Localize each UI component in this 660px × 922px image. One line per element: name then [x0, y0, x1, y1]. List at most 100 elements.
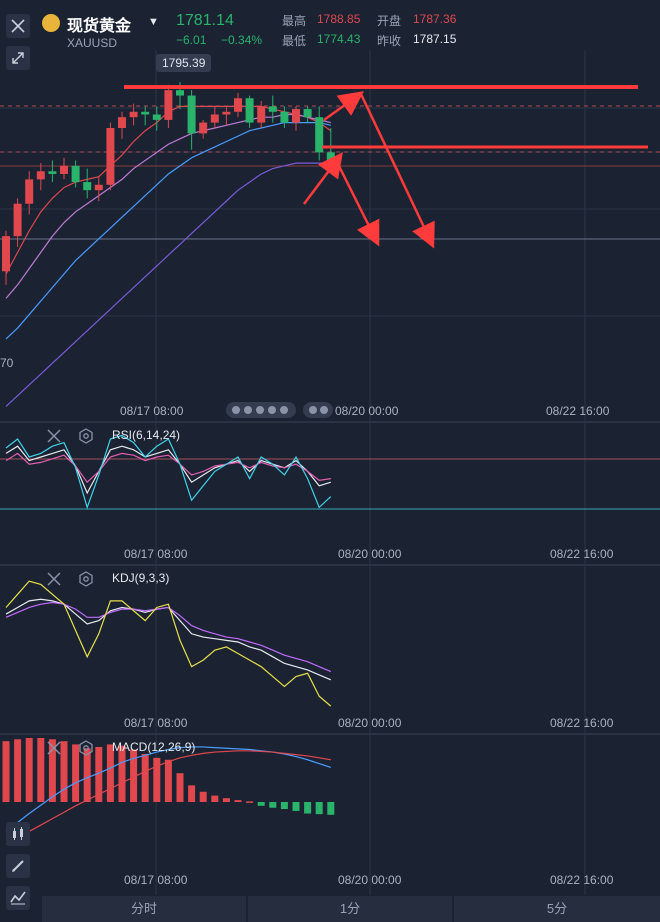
ma-line-3	[5, 162, 331, 407]
rsi-time-label-3: 08/22 16:00	[550, 547, 614, 561]
macd-close-icon[interactable]	[46, 740, 62, 761]
macd-bar-22	[257, 802, 265, 806]
candle-body-6	[71, 165, 80, 183]
candle-body-5	[60, 165, 68, 174]
main-time-label-1: 08/17 08:00	[120, 404, 184, 418]
candle-body-9	[106, 128, 115, 185]
macd-time-label-1: 08/17 08:00	[124, 873, 188, 887]
kdj-settings-icon[interactable]	[78, 571, 94, 592]
macd-bar-20	[234, 800, 242, 802]
macd-bar-11	[130, 749, 138, 802]
pager-dots[interactable]	[226, 402, 296, 418]
ma-line-0	[5, 105, 332, 275]
high-label: 最高	[282, 14, 307, 28]
macd-bar-5	[60, 741, 68, 802]
macd-title: MACD(12,26,9)	[112, 740, 196, 754]
arrow-down-2	[334, 159, 380, 247]
candle-body-8	[94, 184, 103, 191]
candle-body-11	[129, 111, 138, 118]
kdj-time-label-2: 08/20 00:00	[338, 716, 402, 730]
high-price-tag: 1795.39	[156, 54, 212, 72]
candle-body-16	[187, 95, 196, 134]
pager-dots-right[interactable]	[303, 402, 333, 418]
macd-bar-8	[95, 746, 103, 802]
macd-bar-13	[153, 757, 161, 802]
price-change-pct: −0.34%	[221, 33, 263, 47]
macd-bar-14	[164, 759, 172, 802]
candle-body-24	[280, 111, 289, 123]
macd-bar-0	[2, 741, 10, 802]
open-label: 开盘	[377, 14, 402, 28]
candle-body-4	[48, 171, 57, 174]
arrow-up-1	[323, 91, 365, 122]
macd-bar-1	[14, 739, 22, 802]
price-axis-label: 70	[0, 356, 14, 370]
rsi-title: RSI(6,14,24)	[112, 428, 181, 442]
macd-bar-19	[222, 798, 230, 802]
candle-body-22	[257, 106, 266, 123]
candle-body-0	[2, 236, 10, 272]
kdj-title: KDJ(9,3,3)	[112, 571, 170, 585]
rsi-line-0	[5, 445, 331, 495]
candle-body-15	[176, 90, 184, 96]
high-value: 1788.85	[317, 12, 361, 26]
macd-dea-line	[5, 750, 331, 845]
kdj-close-icon[interactable]	[46, 571, 62, 592]
candle-body-19	[222, 111, 231, 115]
arrow-down-1	[358, 91, 435, 249]
prev-close-value: 1787.15	[413, 32, 457, 46]
macd-bar-21	[246, 801, 254, 803]
open-value: 1787.36	[413, 12, 457, 26]
tab-5min[interactable]: 5分	[454, 896, 660, 922]
instrument-symbol: XAUUSD	[67, 36, 118, 50]
prev-close-label: 昨收	[377, 34, 402, 48]
macd-bar-9	[106, 744, 114, 802]
candle-body-26	[303, 109, 312, 118]
kdj-line-0	[5, 598, 332, 681]
candle-body-23	[268, 106, 277, 112]
macd-bar-18	[211, 795, 219, 802]
collapse-icon[interactable]	[6, 46, 30, 70]
pager-dots-right-icon	[309, 406, 328, 414]
macd-bar-28	[327, 802, 335, 815]
instrument-title[interactable]: 现货黄金	[67, 18, 132, 35]
pencil-icon[interactable]	[6, 854, 30, 878]
macd-bar-25	[292, 802, 300, 811]
close-icon[interactable]	[6, 14, 30, 38]
rsi-settings-icon[interactable]	[78, 428, 94, 449]
macd-bar-23	[269, 802, 277, 808]
candle-body-25	[292, 109, 300, 123]
candlestick-icon[interactable]	[6, 822, 30, 846]
tab-1min[interactable]: 1分	[248, 896, 452, 922]
candle-body-14	[164, 90, 173, 120]
low-value: 1774.43	[317, 32, 361, 46]
candle-body-20	[234, 98, 242, 112]
macd-settings-icon[interactable]	[78, 740, 94, 761]
rsi-time-label-2: 08/20 00:00	[338, 547, 402, 561]
macd-time-label-2: 08/20 00:00	[338, 873, 402, 887]
macd-bar-26	[304, 802, 312, 814]
macd-bar-16	[188, 785, 196, 802]
tab-intraday[interactable]: 分时	[42, 896, 246, 922]
low-label: 最低	[282, 34, 307, 48]
candle-body-3	[36, 171, 45, 180]
macd-bar-12	[141, 754, 149, 802]
candle-body-17	[199, 122, 208, 134]
kdj-time-label-3: 08/22 16:00	[550, 716, 614, 730]
rsi-line-1	[5, 452, 331, 484]
pager-dots-icon	[232, 406, 288, 414]
kdj-time-label-1: 08/17 08:00	[124, 716, 188, 730]
rsi-close-icon[interactable]	[46, 428, 62, 449]
macd-bar-17	[199, 791, 207, 802]
candle-body-13	[152, 114, 161, 120]
rsi-line-2	[5, 434, 332, 510]
macd-bar-10	[118, 745, 126, 802]
chevron-down-icon[interactable]: ▼	[148, 16, 159, 28]
kdj-line-1	[5, 601, 332, 673]
indicator-icon[interactable]	[6, 886, 30, 910]
candle-body-7	[83, 182, 92, 191]
macd-bar-2	[25, 738, 33, 802]
ma-line-2	[5, 121, 331, 340]
macd-bar-6	[72, 744, 80, 802]
